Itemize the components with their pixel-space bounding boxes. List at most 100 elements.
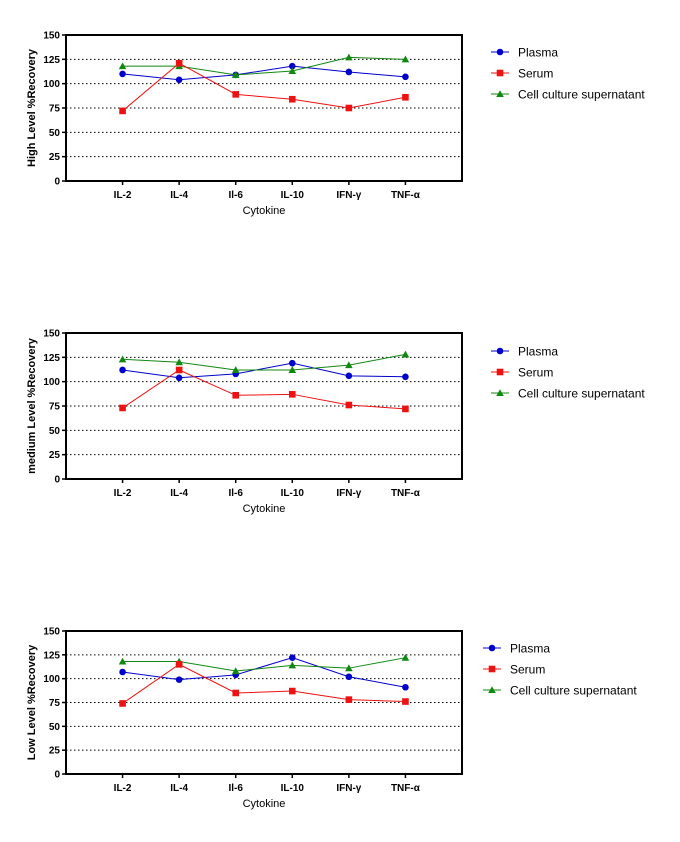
data-point	[288, 67, 297, 75]
series-line-serum	[122, 62, 406, 112]
x-tick-label: TNF-α	[391, 783, 421, 794]
series-line-plasma	[122, 65, 406, 81]
data-point	[232, 689, 240, 697]
legend-item: Serum	[491, 366, 553, 380]
data-point	[231, 71, 240, 78]
legend-item: Serum	[483, 663, 545, 677]
legend-marker	[496, 347, 504, 355]
legend-label: Serum	[518, 366, 553, 380]
data-point	[232, 391, 240, 399]
legend-item: Cell culture supernatant	[483, 684, 637, 698]
y-tick-label: 150	[43, 329, 60, 340]
data-point	[119, 404, 126, 412]
series-line-cell-culture-supernatant	[122, 56, 406, 76]
data-point	[175, 59, 183, 67]
series-line-plasma	[122, 657, 406, 688]
series-line-serum	[122, 663, 406, 704]
x-tick-label: TNF-α	[391, 488, 421, 499]
data-point	[175, 358, 183, 366]
legend-marker	[496, 389, 504, 397]
data-point	[288, 366, 297, 374]
data-point	[119, 700, 126, 707]
data-point	[345, 104, 353, 112]
data-point	[345, 673, 353, 681]
data-point	[118, 62, 127, 70]
data-point	[288, 391, 296, 398]
y-tick-label: 0	[54, 475, 60, 486]
legend-marker	[496, 69, 504, 77]
legend-label: Plasma	[510, 642, 550, 656]
data-point	[231, 667, 240, 675]
x-tick-label: IL-10	[281, 488, 305, 499]
legend-label: Plasma	[518, 46, 558, 60]
chart-panel-1: 0 25 50 75 100 125 150 IL-2 IL-4 Il-6 IL-10 IFN-γ TN…	[26, 31, 645, 218]
legend-marker	[488, 644, 496, 652]
x-tick-label: IL-4	[170, 488, 188, 499]
data-point	[345, 401, 353, 409]
chart-panel-3: 0 25 50 75 100 125 150 IL-2 IL-4 Il-6 IL-10 IFN-γ TN…	[26, 627, 637, 811]
data-point	[345, 361, 353, 369]
series-line-serum	[122, 369, 406, 410]
data-point	[401, 653, 410, 661]
y-tick-label: 75	[49, 698, 61, 709]
data-point	[402, 698, 409, 705]
data-point	[288, 687, 296, 695]
legend-label: Serum	[518, 67, 553, 81]
data-point	[118, 657, 127, 665]
legend-item: Cell culture supernatant	[491, 387, 645, 401]
data-point	[119, 70, 126, 78]
y-tick-label: 125	[43, 650, 60, 661]
data-point	[119, 668, 126, 676]
legend-marker	[496, 90, 504, 98]
data-point	[175, 676, 183, 683]
x-tick-label: Il-6	[228, 190, 243, 201]
legend-marker	[488, 686, 496, 694]
x-axis-title: Cytokine	[243, 798, 286, 810]
legend-item: Plasma	[491, 46, 558, 60]
x-axis-title: Cytokine	[243, 205, 286, 217]
y-tick-label: 0	[54, 177, 60, 188]
data-point	[288, 95, 296, 103]
legend-marker	[488, 665, 496, 673]
x-tick-label: IL-2	[114, 488, 132, 499]
data-point	[231, 366, 240, 374]
y-tick-label: 50	[49, 426, 61, 437]
data-point	[402, 73, 409, 81]
y-tick-label: 25	[49, 152, 61, 163]
data-point	[119, 366, 126, 374]
y-tick-label: 150	[43, 31, 60, 42]
x-tick-label: IL-10	[281, 190, 305, 201]
data-point	[345, 372, 353, 380]
data-point	[345, 696, 353, 703]
y-tick-label: 100	[43, 377, 60, 388]
y-tick-label: 25	[49, 450, 61, 461]
data-point	[118, 355, 127, 363]
y-tick-label: 50	[49, 128, 61, 139]
data-point	[402, 93, 409, 101]
data-point	[401, 55, 410, 63]
x-tick-label: IFN-γ	[336, 783, 361, 794]
y-tick-label: 75	[49, 104, 61, 115]
y-axis-title: High Level %Recovery	[26, 48, 38, 167]
y-tick-label: 100	[43, 674, 60, 685]
series-line-cell-culture-supernatant	[122, 353, 406, 371]
data-point	[345, 53, 353, 61]
y-axis-title: Low Level %Recovery	[26, 644, 38, 760]
legend-item: Cell culture supernatant	[491, 88, 645, 102]
x-tick-label: IFN-γ	[336, 488, 361, 499]
legend-label: Serum	[510, 663, 545, 677]
x-tick-label: IL-2	[114, 783, 132, 794]
y-tick-label: 150	[43, 627, 60, 638]
data-point	[288, 654, 296, 661]
y-tick-label: 50	[49, 722, 61, 733]
legend-label: Cell culture supernatant	[510, 684, 637, 698]
data-point	[119, 107, 126, 115]
series-line-cell-culture-supernatant	[122, 657, 406, 672]
data-point	[401, 350, 410, 358]
legend-marker	[496, 48, 504, 56]
y-axis-title: medium Level %Recovery	[26, 337, 38, 474]
y-tick-label: 0	[54, 770, 60, 781]
data-point	[288, 62, 296, 70]
data-point	[402, 373, 409, 381]
